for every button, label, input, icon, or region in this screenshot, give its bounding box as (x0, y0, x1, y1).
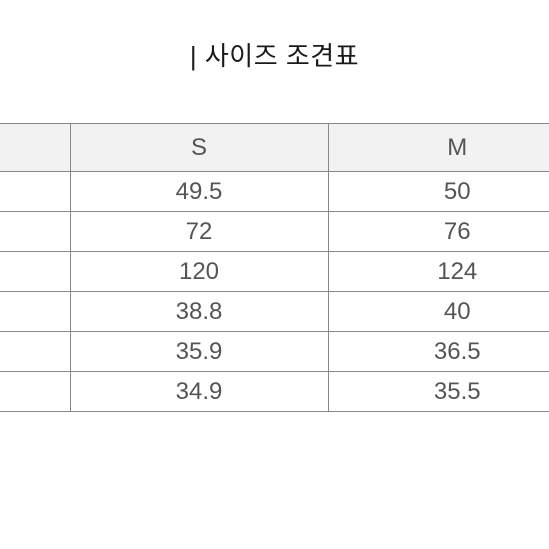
table-row: 35.9 36.5 (0, 332, 549, 372)
table-header-row: S M (0, 124, 549, 172)
title-wrapper: | 사이즈 조견표 (0, 0, 549, 123)
table-header-s: S (70, 124, 328, 172)
table-row: 120 124 (0, 252, 549, 292)
table-header-label (0, 124, 70, 172)
table-cell: 50 (328, 172, 549, 212)
table-cell-label (0, 252, 70, 292)
table-cell-label (0, 172, 70, 212)
table-cell-label (0, 372, 70, 412)
table-row: 38.8 40 (0, 292, 549, 332)
table-cell: 38.8 (70, 292, 328, 332)
size-table-container: S M 49.5 50 72 76 120 124 38.8 (0, 123, 549, 412)
size-table: S M 49.5 50 72 76 120 124 38.8 (0, 123, 549, 412)
table-row: 49.5 50 (0, 172, 549, 212)
table-header-m: M (328, 124, 549, 172)
table-cell: 76 (328, 212, 549, 252)
table-cell: 124 (328, 252, 549, 292)
table-cell-label (0, 212, 70, 252)
table-cell: 40 (328, 292, 549, 332)
table-cell: 34.9 (70, 372, 328, 412)
table-cell: 35.9 (70, 332, 328, 372)
table-cell: 35.5 (328, 372, 549, 412)
page-title: | 사이즈 조견표 (0, 36, 549, 73)
table-cell-label (0, 332, 70, 372)
table-cell: 72 (70, 212, 328, 252)
table-row: 34.9 35.5 (0, 372, 549, 412)
table-row: 72 76 (0, 212, 549, 252)
table-cell: 120 (70, 252, 328, 292)
table-cell: 49.5 (70, 172, 328, 212)
table-cell: 36.5 (328, 332, 549, 372)
table-cell-label (0, 292, 70, 332)
